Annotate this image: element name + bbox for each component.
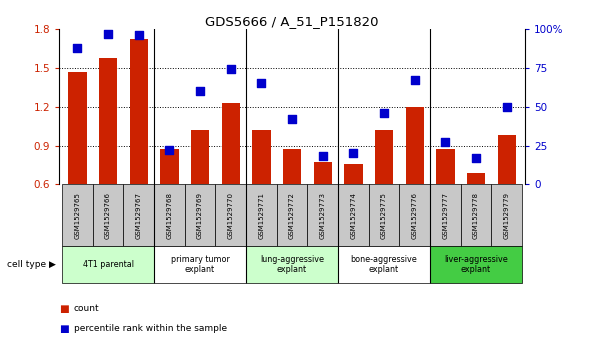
Point <box>379 110 389 116</box>
Bar <box>191 130 209 184</box>
Point <box>226 66 235 72</box>
Text: GSM1529779: GSM1529779 <box>504 192 510 239</box>
Bar <box>307 184 338 246</box>
Bar <box>436 150 454 184</box>
Bar <box>277 184 307 246</box>
Text: GSM1529772: GSM1529772 <box>289 192 295 239</box>
Bar <box>430 184 461 246</box>
Bar <box>497 135 516 184</box>
Text: ■: ■ <box>59 323 69 334</box>
Point <box>103 31 113 37</box>
Text: GSM1529776: GSM1529776 <box>412 192 418 239</box>
Bar <box>491 184 522 246</box>
Text: GSM1529771: GSM1529771 <box>258 192 264 239</box>
Bar <box>215 184 246 246</box>
Text: percentile rank within the sample: percentile rank within the sample <box>74 324 227 333</box>
Bar <box>405 107 424 184</box>
Text: GSM1529773: GSM1529773 <box>320 192 326 239</box>
Text: liver-aggressive
explant: liver-aggressive explant <box>444 255 508 274</box>
Bar <box>252 130 271 184</box>
Bar <box>185 184 215 246</box>
Text: GSM1529775: GSM1529775 <box>381 192 387 239</box>
Bar <box>160 150 179 184</box>
Point <box>410 77 419 83</box>
Point <box>73 45 82 50</box>
Bar <box>338 184 369 246</box>
Bar <box>369 184 399 246</box>
Text: GSM1529774: GSM1529774 <box>350 192 356 239</box>
Bar <box>62 184 93 246</box>
Point <box>195 88 205 94</box>
Point <box>318 154 327 159</box>
Text: count: count <box>74 304 99 313</box>
Text: GSM1529767: GSM1529767 <box>136 192 142 239</box>
Text: primary tumor
explant: primary tumor explant <box>171 255 230 274</box>
Text: bone-aggressive
explant: bone-aggressive explant <box>350 255 417 274</box>
Bar <box>68 72 87 184</box>
Text: GSM1529768: GSM1529768 <box>166 192 172 239</box>
Bar <box>338 246 430 283</box>
Point <box>257 81 266 86</box>
Bar <box>221 103 240 184</box>
Bar <box>123 184 154 246</box>
Bar <box>130 40 148 184</box>
Bar <box>154 184 185 246</box>
Bar <box>93 184 123 246</box>
Text: 4T1 parental: 4T1 parental <box>83 260 133 269</box>
Bar <box>246 246 338 283</box>
Bar <box>375 130 394 184</box>
Text: GSM1529765: GSM1529765 <box>74 192 80 239</box>
Text: ■: ■ <box>59 303 69 314</box>
Point <box>287 116 297 122</box>
Text: GSM1529766: GSM1529766 <box>105 192 111 239</box>
Text: cell type ▶: cell type ▶ <box>7 260 56 269</box>
Point <box>441 139 450 145</box>
Point <box>471 155 481 161</box>
Bar <box>246 184 277 246</box>
Bar <box>467 173 485 184</box>
Bar <box>313 162 332 184</box>
Text: GSM1529769: GSM1529769 <box>197 192 203 239</box>
Bar <box>461 184 491 246</box>
Title: GDS5666 / A_51_P151820: GDS5666 / A_51_P151820 <box>205 15 379 28</box>
Bar <box>62 246 154 283</box>
Text: lung-aggressive
explant: lung-aggressive explant <box>260 255 324 274</box>
Bar <box>399 184 430 246</box>
Text: GSM1529778: GSM1529778 <box>473 192 479 239</box>
Text: GSM1529770: GSM1529770 <box>228 192 234 239</box>
Point <box>134 32 143 38</box>
Bar <box>154 246 246 283</box>
Bar <box>430 246 522 283</box>
Bar <box>99 57 117 184</box>
Point <box>349 150 358 156</box>
Bar <box>344 164 363 184</box>
Point <box>502 104 512 110</box>
Bar <box>283 150 301 184</box>
Point <box>165 147 174 153</box>
Text: GSM1529777: GSM1529777 <box>442 192 448 239</box>
